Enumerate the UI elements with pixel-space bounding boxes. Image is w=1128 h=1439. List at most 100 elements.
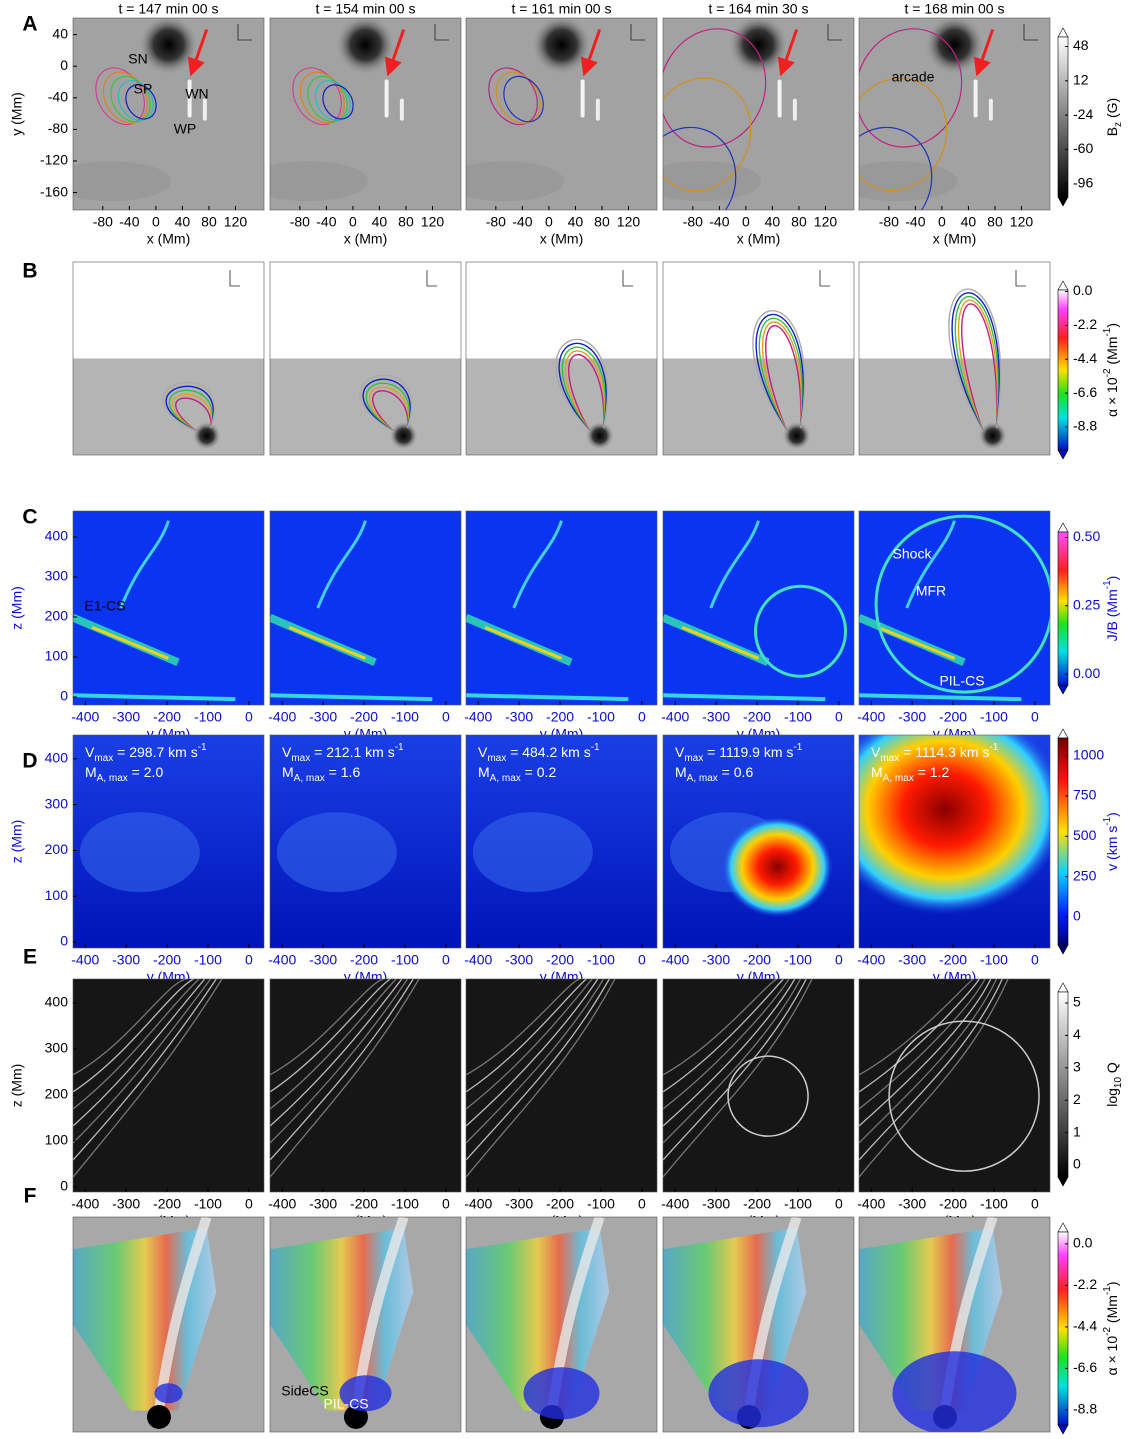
- qsl: [73, 979, 217, 1161]
- qsl: [466, 979, 599, 1127]
- pil-cs: [523, 1367, 600, 1420]
- x-tick-label: -100: [391, 1196, 419, 1212]
- x-tick-label: -100: [194, 709, 222, 725]
- current-sheet: [466, 693, 629, 702]
- surface: [73, 358, 264, 455]
- vmax-label: Vmax = 1119.9 km s-1: [675, 742, 803, 764]
- y-tick-label: 400: [45, 994, 69, 1010]
- x-tick-label: 0: [152, 214, 160, 230]
- label-part: =: [521, 764, 537, 780]
- fast-flow: [722, 817, 833, 918]
- y-axis-label: z (Mm): [9, 586, 25, 630]
- white-polarity: [595, 98, 600, 121]
- field-line: [859, 77, 948, 192]
- panel-image: [466, 18, 657, 210]
- label-part: ): [1104, 812, 1120, 817]
- annotation: SP: [134, 81, 153, 97]
- x-tick-label: 0: [442, 1196, 450, 1212]
- x-tick-label: -200: [939, 709, 967, 725]
- colorbar-label: J/B (Mm-1): [1102, 576, 1120, 642]
- flow: [472, 812, 593, 893]
- panel-letter: A: [22, 13, 37, 36]
- panel-frame: [858, 1216, 1051, 1433]
- label-part: =: [113, 744, 129, 760]
- surface: [663, 358, 854, 455]
- x-tick-label: -400: [71, 1196, 99, 1212]
- x-tick-label: -300: [898, 952, 926, 968]
- label-part: log: [1104, 1088, 1120, 1107]
- ma-value: 2.0: [144, 764, 164, 780]
- qsl: [73, 979, 223, 1178]
- field-line: [765, 325, 802, 433]
- field-line: [954, 296, 1000, 433]
- q-map: [270, 979, 461, 1192]
- current-sheet: [288, 626, 367, 660]
- x-tick-label: -300: [309, 1196, 337, 1212]
- panel-frame: [72, 17, 265, 211]
- field-line: [752, 310, 806, 433]
- qsl: [859, 979, 1009, 1178]
- current-sheet: [484, 626, 563, 660]
- x-tick-label: -300: [309, 709, 337, 725]
- x-tick-label: -80: [879, 214, 899, 230]
- panel-image: [270, 979, 461, 1192]
- qsl: [859, 979, 992, 1127]
- panel-image: [859, 735, 1050, 948]
- vmax-value: 298.7: [129, 744, 164, 760]
- qsl: [663, 979, 796, 1127]
- column-title: t = 147 min 00 s: [118, 1, 218, 17]
- colorbar: [1057, 36, 1069, 198]
- panel-image: [466, 735, 657, 948]
- annotation: WP: [174, 121, 197, 137]
- panel-frame: [72, 978, 265, 1193]
- panel-image: [663, 262, 854, 455]
- panel-frame: [72, 510, 265, 706]
- panel-frame: [269, 17, 462, 211]
- colorbar-end: [1057, 1222, 1069, 1233]
- field-line: [372, 390, 409, 433]
- label-part: M: [675, 764, 687, 780]
- x-tick-label: -300: [505, 709, 533, 725]
- x-tick-label: -400: [464, 709, 492, 725]
- axis-glyph: [434, 24, 449, 41]
- x-tick-label: -200: [350, 709, 378, 725]
- label-part: =: [325, 764, 341, 780]
- fast-flow: [859, 735, 1050, 915]
- qsl: [663, 979, 807, 1161]
- x-tick-label: -100: [391, 952, 419, 968]
- red-arrow: [777, 29, 799, 77]
- x-tick-label: -200: [743, 709, 771, 725]
- x-tick-label: 0: [835, 709, 843, 725]
- vmax-value: 484.2: [522, 744, 557, 760]
- panel-row: D-400 -300 -200 -100 0y (Mm)Vmax = 298.7 km …: [9, 728, 1120, 985]
- panel-letter: B: [22, 260, 37, 283]
- sunspot: [335, 18, 396, 75]
- x-tick-label: -300: [898, 709, 926, 725]
- y-tick-label: 0: [60, 933, 68, 949]
- field-line: [663, 28, 767, 148]
- label-part: α × 10: [1104, 1336, 1120, 1376]
- qsl: [270, 979, 397, 1110]
- label-part: ): [1104, 323, 1120, 328]
- axis-glyph: [622, 270, 633, 287]
- ma-value: 0.2: [537, 764, 557, 780]
- ma-value: 1.6: [341, 764, 361, 780]
- surface: [270, 358, 461, 455]
- panel-image: [663, 511, 854, 705]
- x-tick-label: 40: [765, 214, 781, 230]
- qsl: [859, 979, 998, 1144]
- colorbar-label: log10 Q: [1104, 1062, 1124, 1107]
- x-tick-label: -100: [194, 1196, 222, 1212]
- sunspot: [924, 18, 985, 75]
- label-part: V: [675, 744, 685, 760]
- x-tick-label: -100: [980, 709, 1008, 725]
- panel-image: [466, 511, 657, 705]
- field-line: [168, 389, 214, 433]
- field-line: [957, 299, 999, 433]
- x-tick-label: -300: [112, 709, 140, 725]
- panel-frame: [662, 17, 855, 211]
- x-tick-label: 0: [835, 1196, 843, 1212]
- x-axis-label: x (Mm): [147, 231, 191, 247]
- ma-label: MA, max = 1.6: [282, 764, 360, 784]
